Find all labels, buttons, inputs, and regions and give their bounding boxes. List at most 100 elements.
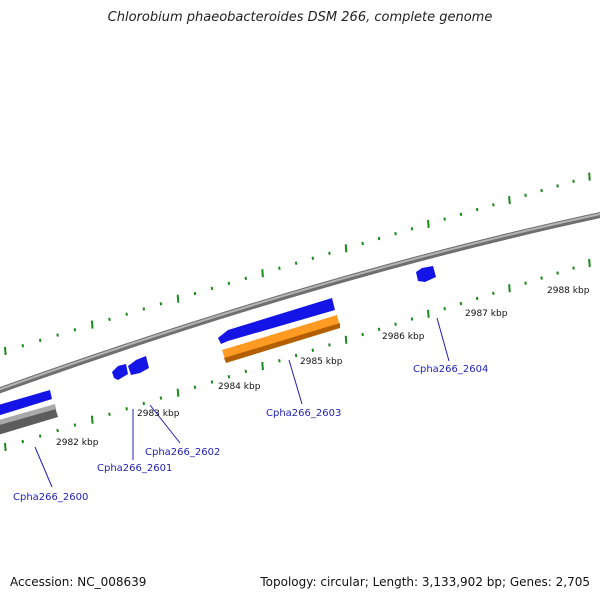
outer-scale-tick (459, 212, 463, 217)
inner-scale-tick (508, 284, 511, 293)
gene-label-cpha266-2601[interactable]: Cpha266_2601 (97, 463, 172, 474)
outer-scale-tick (294, 261, 298, 265)
outer-scale-tick (142, 307, 146, 311)
inner-scale-tick (21, 439, 25, 444)
kbp-label-2985: 2985 kbp (300, 357, 343, 367)
inner-scale-tick (556, 271, 559, 275)
outer-scale-tick (410, 227, 414, 231)
inner-scale-tick (572, 266, 575, 270)
outer-scale-tick (328, 251, 331, 255)
inner-scale-tick (73, 423, 77, 427)
leader-line-2602 (149, 404, 181, 444)
outer-scale-tick (90, 320, 94, 329)
outer-scale-tick (73, 328, 77, 332)
outer-scale-tick (125, 312, 128, 316)
gene-cpha266-2602-feature[interactable] (128, 356, 149, 375)
gene-label-cpha266-2603[interactable]: Cpha266_2603 (266, 408, 341, 419)
gene-label-cpha266-2600[interactable]: Cpha266_2600 (13, 492, 88, 503)
accession-text: Accession: NC_008639 (10, 575, 147, 589)
kbp-label-2987: 2987 kbp (465, 309, 508, 319)
outer-scale-tick (227, 281, 231, 286)
outer-scale-tick (475, 207, 479, 212)
outer-scale-tick (244, 276, 248, 280)
gene-cpha266-2604-feature[interactable] (416, 266, 436, 282)
inner-scale-tick (328, 343, 331, 347)
inner-scale-tick (4, 442, 7, 452)
gene-label-cpha266-2604[interactable]: Cpha266_2604 (413, 364, 488, 375)
outer-scale-tick (588, 172, 591, 181)
inner-scale-tick (443, 306, 446, 311)
kbp-label-2986: 2986 kbp (382, 332, 425, 342)
outer-scale-tick (508, 195, 511, 205)
outer-scale-ticks (4, 172, 591, 356)
inner-scale-tick (377, 327, 381, 332)
inner-scale-tick (475, 296, 479, 301)
outer-scale-tick (427, 219, 430, 229)
outer-scale-tick (38, 338, 42, 343)
inner-scale-tick (524, 281, 527, 285)
leader-line-2604 (436, 317, 450, 362)
outer-scale-tick (311, 256, 315, 260)
outer-scale-tick (361, 241, 364, 246)
inner-scale-tick (142, 401, 146, 406)
outer-scale-tick (278, 266, 281, 270)
leader-line-2600 (34, 446, 53, 488)
gene-label-cpha266-2602[interactable]: Cpha266_2602 (145, 447, 220, 458)
outer-scale-tick (210, 286, 214, 291)
outer-scale-tick (108, 317, 111, 322)
inner-scale-tick (90, 415, 94, 424)
map-title: Chlorobium phaeobacteroides DSM 266, com… (107, 10, 493, 25)
leader-line-2603 (288, 359, 303, 405)
inner-scale-tick (261, 361, 264, 371)
outer-scale-tick (572, 179, 575, 183)
inner-scale-tick (193, 385, 197, 390)
inner-scale-tick (108, 412, 111, 416)
outer-scale-tick (540, 188, 543, 193)
inner-scale-ticks (4, 258, 591, 452)
gene-cpha266-2603-feature[interactable] (218, 298, 340, 363)
inner-scale-tick (459, 301, 463, 306)
inner-scale-tick (176, 388, 180, 397)
inner-scale-tick (56, 428, 59, 433)
outer-scale-tick (176, 294, 180, 303)
inner-scale-tick (394, 322, 397, 326)
inner-scale-tick (227, 374, 231, 379)
inner-scale-tick (492, 291, 495, 296)
inner-scale-tick (244, 369, 248, 374)
genome-stats-text: Topology: circular; Length: 3,133,902 bp… (260, 575, 590, 589)
outer-scale-tick (524, 193, 527, 198)
outer-scale-tick (377, 236, 381, 241)
genome-backbone-highlight (0, 213, 600, 391)
inner-scale-tick (311, 348, 315, 352)
kbp-label-2983: 2983 kbp (137, 409, 180, 419)
inner-scale-tick (540, 276, 543, 280)
kbp-label-2984: 2984 kbp (218, 382, 261, 392)
inner-scale-tick (294, 353, 298, 358)
outer-scale-tick (261, 269, 264, 278)
inner-scale-tick (38, 434, 42, 438)
outer-scale-tick (193, 291, 197, 296)
outer-scale-tick (56, 333, 59, 337)
outer-scale-tick (556, 184, 559, 188)
inner-scale-tick (125, 407, 128, 411)
outer-scale-tick (492, 203, 495, 207)
inner-scale-tick (588, 258, 591, 268)
inner-scale-tick (278, 359, 281, 363)
outer-scale-tick (4, 346, 7, 356)
inner-scale-tick (210, 380, 214, 384)
gene-cpha266-2600-feature[interactable] (0, 390, 58, 435)
outer-scale-tick (443, 217, 446, 221)
outer-scale-tick (394, 231, 397, 236)
outer-scale-tick (344, 244, 348, 253)
kbp-label-2988: 2988 kbp (547, 286, 590, 296)
outer-scale-tick (159, 302, 163, 306)
inner-scale-tick (410, 317, 414, 321)
gene-cpha266-2601-feature[interactable] (112, 364, 128, 380)
outer-scale-tick (21, 343, 25, 348)
kbp-label-2982: 2982 kbp (56, 438, 99, 448)
inner-scale-tick (361, 332, 364, 337)
inner-scale-tick (344, 335, 348, 344)
inner-scale-tick (159, 396, 163, 400)
inner-scale-tick (427, 309, 430, 318)
